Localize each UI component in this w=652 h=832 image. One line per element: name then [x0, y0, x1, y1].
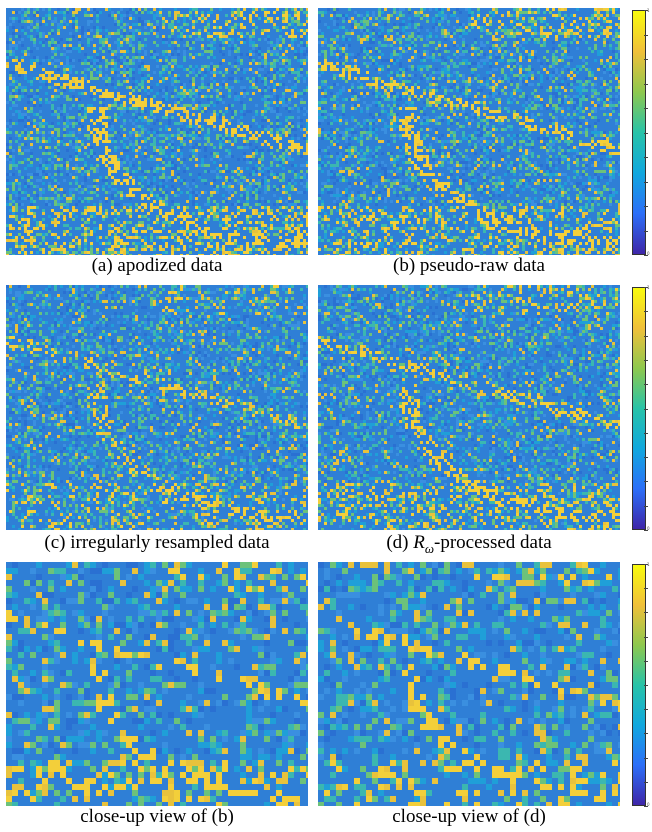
colorbar-tick [644, 588, 648, 589]
colorbar-tick [644, 157, 648, 158]
caption-f: close-up view of (d) [392, 806, 546, 827]
colorbar-tick [644, 506, 648, 507]
sar-image-r-omega [318, 285, 620, 530]
speckle-layer [318, 285, 620, 530]
colorbar-tick [644, 384, 648, 385]
colorbar-tick [644, 311, 648, 312]
panel-c-image [6, 285, 308, 530]
panel-e-image [6, 562, 308, 806]
colorbar-tick [644, 84, 648, 85]
caption-b: (b) pseudo-raw data [393, 255, 545, 276]
speckle-layer [6, 285, 308, 530]
colorbar-tick [644, 806, 648, 807]
speckle-layer [318, 562, 620, 806]
colorbar-tick [644, 433, 648, 434]
colorbar-tick [644, 530, 648, 531]
colorbar-tick [644, 231, 648, 232]
caption-d-math: R [413, 532, 425, 553]
caption-c: (c) irregularly resampled data [44, 532, 270, 553]
colorbar-tick [644, 206, 648, 207]
colorbar-tick [644, 481, 648, 482]
colorbar-tick [644, 661, 648, 662]
colorbar-tick [644, 133, 648, 134]
sar-closeup-d [318, 562, 620, 806]
colorbar-tick [644, 255, 648, 256]
colorbar-2 [632, 287, 646, 530]
caption-d-suffix: -processed data [434, 532, 552, 553]
colorbar-top-label: 1 [647, 562, 650, 567]
colorbar-tick [644, 182, 648, 183]
colorbar-tick [644, 709, 648, 710]
colorbar-tick [644, 409, 648, 410]
colorbar-tick [644, 10, 648, 11]
colorbar-top-label: 1 [647, 285, 650, 290]
colorbar-bottom-label: 0 [647, 526, 650, 531]
colorbar-tick [644, 637, 648, 638]
panel-d-image [318, 285, 620, 530]
sar-image-pseudo-raw [318, 8, 620, 255]
colorbar-tick [644, 35, 648, 36]
sar-image-irregular [6, 285, 308, 530]
sar-image-apodized [6, 8, 308, 255]
colorbar-tick [644, 758, 648, 759]
colorbar-tick [644, 564, 648, 565]
sar-closeup-b [6, 562, 308, 806]
speckle-layer [6, 562, 308, 806]
panel-b-image [318, 8, 620, 255]
colorbar-tick [644, 360, 648, 361]
colorbar-tick [644, 782, 648, 783]
caption-d-sub: ω [424, 540, 435, 556]
colorbar-tick [644, 612, 648, 613]
colorbar-1 [632, 10, 646, 255]
colorbar-top-label: 1 [647, 8, 650, 13]
colorbar-tick [644, 108, 648, 109]
colorbar-bottom-label: 0 [647, 802, 650, 807]
colorbar-tick [644, 457, 648, 458]
colorbar-tick [644, 733, 648, 734]
speckle-layer [318, 8, 620, 255]
colorbar-tick [644, 685, 648, 686]
colorbar-bottom-label: 0 [647, 251, 650, 256]
panel-a-image [6, 8, 308, 255]
colorbar-tick [644, 336, 648, 337]
caption-d-prefix: (d) [386, 532, 414, 553]
colorbar-tick [644, 287, 648, 288]
panel-f-image [318, 562, 620, 806]
caption-a: (a) apodized data [91, 255, 223, 276]
colorbar-tick [644, 59, 648, 60]
caption-e: close-up view of (b) [80, 806, 234, 827]
caption-d: (d) Rω-processed data [318, 532, 620, 560]
speckle-layer [6, 8, 308, 255]
